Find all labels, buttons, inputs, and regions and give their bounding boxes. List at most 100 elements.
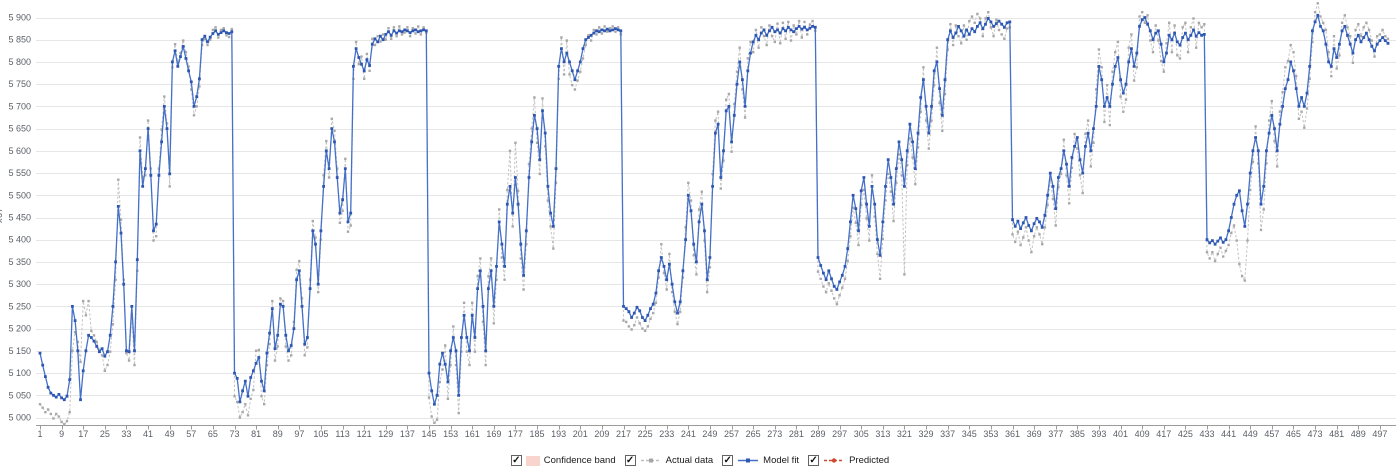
model-fit-checkbox[interactable]: ✓ [722,455,734,466]
model-fit-label: Model fit [763,455,800,466]
svg-text:17: 17 [78,429,88,439]
svg-text:377: 377 [1048,429,1063,439]
svg-text:249: 249 [702,429,717,439]
legend-item-model-fit: ✓ Model fit [722,455,799,466]
svg-text:5 500: 5 500 [8,190,31,200]
svg-text:5 100: 5 100 [8,368,31,378]
svg-text:393: 393 [1091,429,1106,439]
svg-text:5 900: 5 900 [8,13,31,23]
confidence-band-checkbox[interactable]: ✓ [510,455,522,466]
svg-text:257: 257 [724,429,739,439]
legend-item-confidence-band: ✓ Confidence band [510,455,616,466]
legend-item-actual-data: ✓ Actual data [624,455,714,466]
chart-area: 5 000 5 050 5 100 5 150 5 200 5 250 5 300 5 350… [0,2,1396,439]
svg-text:369: 369 [1027,429,1042,439]
svg-text:65: 65 [208,429,218,439]
svg-text:417: 417 [1156,429,1171,439]
svg-text:5 400: 5 400 [8,235,31,245]
svg-text:337: 337 [940,429,955,439]
svg-text:129: 129 [378,429,393,439]
svg-text:409: 409 [1135,429,1150,439]
svg-text:201: 201 [573,429,588,439]
svg-text:113: 113 [335,429,349,439]
svg-text:177: 177 [508,429,523,439]
svg-text:137: 137 [400,429,415,439]
svg-text:425: 425 [1178,429,1193,439]
svg-text:225: 225 [638,429,653,439]
svg-text:385: 385 [1070,429,1085,439]
svg-text:49: 49 [165,429,175,439]
svg-text:241: 241 [681,429,696,439]
svg-text:5 550: 5 550 [8,168,31,178]
svg-text:5 350: 5 350 [8,257,31,267]
svg-text:281: 281 [789,429,804,439]
svg-text:193: 193 [551,429,566,439]
svg-text:289: 289 [810,429,825,439]
svg-text:473: 473 [1308,429,1323,439]
svg-text:5 000: 5 000 [8,413,31,423]
svg-text:185: 185 [530,429,545,439]
svg-text:97: 97 [294,429,304,439]
svg-text:121: 121 [357,429,372,439]
svg-text:5 300: 5 300 [8,279,31,289]
svg-text:233: 233 [659,429,674,439]
svg-text:5 650: 5 650 [8,124,31,134]
svg-text:33: 33 [121,429,131,439]
svg-text:297: 297 [832,429,847,439]
svg-text:345: 345 [962,429,977,439]
svg-text:145: 145 [421,429,436,439]
actual-data-label: Actual data [665,455,714,466]
svg-text:9: 9 [59,429,64,439]
svg-text:89: 89 [273,429,283,439]
svg-text:161: 161 [465,429,480,439]
svg-text:353: 353 [983,429,998,439]
svg-text:209: 209 [594,429,609,439]
svg-text:217: 217 [616,429,631,439]
confidence-band-label: Confidence band [543,455,616,466]
svg-text:273: 273 [767,429,782,439]
confidence-band-swatch [525,455,540,466]
svg-text:321: 321 [897,429,912,439]
svg-text:81: 81 [251,429,261,439]
svg-text:73: 73 [229,429,239,439]
svg-text:25: 25 [100,429,110,439]
svg-text:481: 481 [1329,429,1344,439]
svg-text:449: 449 [1243,429,1258,439]
x-axis [36,425,1396,430]
series-model-fit [38,13,1390,406]
y-axis-title: x67 [0,206,5,224]
svg-text:329: 329 [919,429,934,439]
svg-text:361: 361 [1005,429,1020,439]
svg-text:401: 401 [1113,429,1128,439]
svg-text:5 600: 5 600 [8,146,31,156]
chart-legend: ✓ Confidence band ✓ Actual data ✓ Model fit ✓ P… [0,455,1400,466]
svg-text:1: 1 [37,429,42,439]
svg-text:153: 153 [443,429,458,439]
svg-text:5 050: 5 050 [8,390,31,400]
svg-text:433: 433 [1199,429,1214,439]
svg-text:441: 441 [1221,429,1236,439]
gridlines [36,18,1396,419]
chart-canvas: 5 000 5 050 5 100 5 150 5 200 5 250 5 300 5 350… [8,2,1396,439]
predicted-label: Predicted [849,455,890,466]
svg-text:5 200: 5 200 [8,324,31,334]
svg-text:5 150: 5 150 [8,346,31,356]
svg-text:265: 265 [746,429,761,439]
svg-text:5 250: 5 250 [8,301,31,311]
predicted-checkbox[interactable]: ✓ [808,455,820,466]
svg-text:57: 57 [186,429,196,439]
series-actual-data [38,2,1390,426]
actual-data-checkbox[interactable]: ✓ [624,455,636,466]
svg-text:5 750: 5 750 [8,79,31,89]
svg-text:5 450: 5 450 [8,213,31,223]
svg-text:457: 457 [1264,429,1279,439]
svg-text:305: 305 [854,429,869,439]
actual-data-line-swatch [640,458,661,463]
svg-text:5 800: 5 800 [8,57,31,67]
svg-text:465: 465 [1286,429,1301,439]
svg-text:5 700: 5 700 [8,101,31,111]
svg-text:497: 497 [1372,429,1387,439]
model-fit-line-swatch [738,458,759,463]
x-axis-labels: 1 9 17 25 33 41 49 57 65 73 81 89 97 105 113 121 129 137 1… [37,429,1387,439]
